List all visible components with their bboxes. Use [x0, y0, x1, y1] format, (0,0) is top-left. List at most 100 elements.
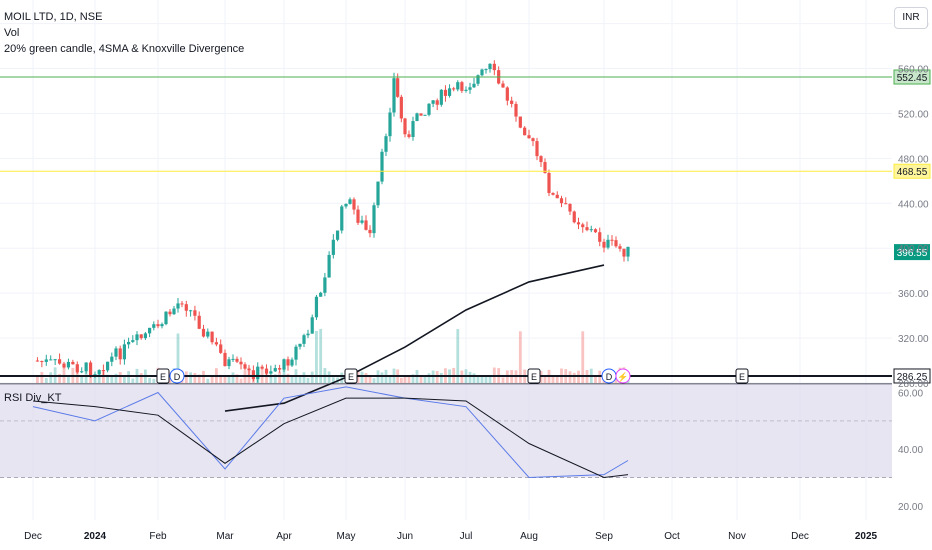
- volume-bar: [75, 371, 79, 383]
- earnings-marker: [735, 368, 749, 384]
- volume-bar: [176, 333, 180, 383]
- event-marker-label: E: [739, 372, 745, 382]
- candle: [131, 340, 135, 342]
- candle: [282, 359, 286, 370]
- rsi-label[interactable]: RSI Div_KT: [4, 392, 62, 404]
- volume-bar: [468, 371, 472, 383]
- candle: [472, 83, 476, 88]
- candle: [106, 361, 110, 371]
- axes: 552.45468.55286.25396.55600.00560.00520.…: [24, 20, 931, 542]
- volume-bar: [419, 376, 423, 383]
- event-marker-label: D: [174, 372, 181, 382]
- candle: [356, 209, 360, 223]
- indicator-label[interactable]: 20% green candle, 4SMA & Knoxville Diver…: [4, 43, 245, 55]
- volume-bar: [93, 375, 97, 383]
- candle: [93, 374, 97, 376]
- x-tick-label: 2024: [84, 531, 107, 542]
- x-tick-label: Mar: [216, 531, 234, 542]
- candle: [239, 361, 243, 365]
- candle: [505, 87, 509, 101]
- volume-bar: [227, 375, 231, 383]
- candle: [555, 194, 559, 199]
- x-tick-label: Dec: [24, 531, 42, 542]
- volume-bar: [152, 378, 156, 383]
- event-marker-label: E: [348, 372, 354, 382]
- candle: [44, 359, 48, 362]
- candle: [331, 239, 335, 255]
- candle: [514, 103, 518, 117]
- candle: [476, 75, 480, 84]
- candle: [247, 368, 251, 371]
- candle: [606, 239, 610, 248]
- volume-bar: [439, 372, 443, 383]
- volume-bar: [235, 374, 239, 383]
- candle: [419, 113, 423, 116]
- candle: [122, 344, 126, 360]
- candle: [572, 211, 576, 223]
- candle: [392, 78, 396, 113]
- volume-bar: [407, 376, 411, 383]
- candle: [180, 303, 184, 305]
- candle: [559, 198, 564, 204]
- candle: [372, 205, 376, 234]
- candle: [160, 324, 164, 327]
- volume-bar: [319, 328, 323, 383]
- candle: [269, 371, 273, 374]
- rsi-ma-line: [32, 397, 629, 479]
- candle: [523, 127, 527, 136]
- volume-bar: [278, 371, 282, 383]
- volume-bar: [480, 375, 484, 383]
- candle: [323, 277, 327, 293]
- candle: [564, 203, 568, 205]
- volume-bar: [364, 373, 368, 383]
- volume-bar: [127, 371, 130, 383]
- volume-bar: [110, 375, 114, 383]
- volume-bar: [106, 374, 109, 383]
- candle: [551, 193, 555, 195]
- candle: [127, 341, 131, 345]
- candle: [114, 348, 118, 357]
- candle: [251, 370, 255, 380]
- vol-label[interactable]: Vol: [4, 27, 20, 39]
- dividend-marker: [169, 368, 185, 384]
- y-tick-label: 520.00: [898, 109, 929, 120]
- volume-bar: [411, 374, 415, 383]
- symbol-title[interactable]: MOIL LTD, 1D, NSE: [4, 11, 103, 23]
- volume-bar: [501, 377, 505, 383]
- candle: [388, 112, 392, 137]
- volume-bar: [427, 373, 431, 383]
- candle: [585, 227, 589, 231]
- candle: [501, 83, 505, 88]
- candle: [589, 229, 593, 231]
- candle: [298, 343, 302, 347]
- candle: [488, 63, 492, 70]
- volume-bar: [58, 373, 61, 383]
- candle: [286, 359, 290, 366]
- candle: [306, 333, 310, 336]
- candle: [464, 89, 468, 91]
- candle: [40, 361, 44, 363]
- candle: [443, 89, 448, 96]
- price-level-value: 552.45: [897, 73, 928, 84]
- volume-bar: [555, 376, 559, 383]
- candle: [302, 335, 306, 344]
- volume-bar: [123, 375, 126, 383]
- candle: [543, 162, 547, 173]
- volume-bar: [306, 377, 310, 383]
- volume-bar: [388, 376, 392, 383]
- candle: [101, 370, 105, 372]
- candle: [568, 203, 572, 212]
- currency-button[interactable]: INR: [894, 7, 928, 29]
- x-tick-label: Aug: [520, 531, 538, 542]
- earnings-marker: [527, 368, 541, 384]
- candle: [156, 324, 160, 327]
- volume-bar: [80, 376, 84, 383]
- earnings-marker: [344, 368, 358, 384]
- candle: [510, 100, 514, 104]
- candle: [193, 310, 197, 316]
- rsi-lines: [32, 386, 629, 479]
- candle: [35, 360, 40, 362]
- candle: [235, 358, 239, 362]
- volume-bar: [193, 372, 197, 383]
